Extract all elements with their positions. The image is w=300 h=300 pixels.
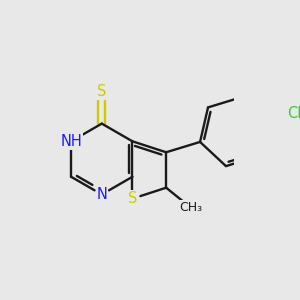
Text: S: S	[128, 191, 137, 206]
Text: N: N	[96, 187, 107, 202]
Text: S: S	[97, 83, 106, 98]
Text: NH: NH	[60, 134, 82, 149]
Text: Cl: Cl	[287, 106, 300, 121]
Text: CH₃: CH₃	[179, 201, 202, 214]
